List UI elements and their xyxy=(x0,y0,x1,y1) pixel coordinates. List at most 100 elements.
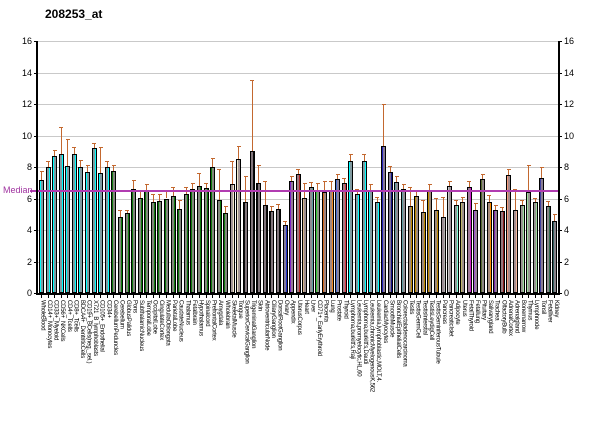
x-tickmark xyxy=(113,295,115,298)
error-bar-cap xyxy=(408,186,413,188)
y-axis-right-spine xyxy=(558,41,560,295)
x-axis-label: OlfactoryBulb xyxy=(500,300,507,334)
x-axis-label: CD14+_Monocytes xyxy=(46,300,53,349)
x-axis-label: Pons xyxy=(131,300,138,313)
bar-error-stripe xyxy=(422,212,425,292)
y-axis-label-right: 4 xyxy=(564,225,570,235)
bar-error-stripe xyxy=(126,214,129,292)
x-axis-label: CD8+_Tcells xyxy=(72,300,79,332)
x-tickmark xyxy=(245,295,247,298)
error-bar-stem xyxy=(291,176,293,182)
error-bar-cap xyxy=(111,164,116,166)
x-tickmark xyxy=(468,295,470,298)
bar-error-stripe xyxy=(435,210,438,292)
error-bar-cap xyxy=(539,167,544,168)
error-bar-cap xyxy=(190,182,195,184)
error-bar-cap xyxy=(171,187,176,189)
y-tickmark-right xyxy=(558,104,562,105)
error-bar-stem xyxy=(146,184,148,192)
gridline xyxy=(38,104,558,105)
bar-error-stripe xyxy=(251,152,254,292)
x-tickmark xyxy=(179,295,181,298)
x-tickmark xyxy=(528,295,530,298)
x-axis-label: SmoothMuscle xyxy=(388,300,395,338)
error-bar-cap xyxy=(309,181,314,183)
error-bar-stem xyxy=(238,145,240,160)
error-bar-stem xyxy=(205,182,207,189)
error-bar-cap xyxy=(118,210,123,212)
bar-error-stripe xyxy=(349,162,352,292)
bar-error-stripe xyxy=(494,210,497,292)
x-axis-label: BronchialEpithelialCells xyxy=(394,300,401,358)
x-axis-label: CaudateNucleus xyxy=(177,300,184,342)
error-bar-cap xyxy=(375,196,380,198)
error-bar-stem xyxy=(113,164,115,171)
error-bar-stem xyxy=(277,204,279,209)
error-bar-cap xyxy=(493,204,498,206)
error-bar-stem xyxy=(87,164,89,172)
bar-error-stripe xyxy=(527,193,530,292)
error-bar-cap xyxy=(105,160,110,162)
error-bar-stem xyxy=(119,210,121,217)
error-bar-stem xyxy=(422,200,424,212)
x-axis-label: CD33+_Myeloid xyxy=(52,300,59,341)
error-bar-cap xyxy=(506,168,511,170)
x-tickmark xyxy=(501,295,503,298)
x-tickmark xyxy=(47,295,49,298)
x-axis-label: CD4+_Tcells xyxy=(65,300,72,332)
error-bar-stem xyxy=(343,178,345,183)
error-bar-cap xyxy=(217,169,222,171)
x-tickmark xyxy=(258,295,260,298)
bar-error-stripe xyxy=(257,183,260,292)
error-bar-stem xyxy=(192,182,194,190)
x-tickmark xyxy=(80,295,82,298)
x-tickmark xyxy=(271,295,273,298)
error-bar-stem xyxy=(383,104,385,146)
x-axis-label: Liver xyxy=(309,300,316,313)
x-tickmark xyxy=(317,295,319,298)
x-axis-label: Thymus xyxy=(526,300,533,321)
x-tickmark xyxy=(475,295,477,298)
y-tickmark-right xyxy=(558,198,562,200)
x-tickmark xyxy=(554,295,556,298)
x-axis-label: Leukemia,lymphoblastic,MOLT,4. xyxy=(375,300,382,382)
x-tickmark xyxy=(251,295,253,298)
bar-error-stripe xyxy=(60,154,63,292)
x-axis-label: Cerebellum xyxy=(118,300,125,329)
x-axis-label: DorsalRootGanglion xyxy=(276,300,283,351)
error-bar-cap xyxy=(447,181,452,183)
error-bar-cap xyxy=(513,189,518,191)
bar-error-stripe xyxy=(198,186,201,292)
x-axis-label: AtrioventricularNode xyxy=(263,300,270,351)
bar-error-stripe xyxy=(270,212,273,292)
x-tickmark xyxy=(409,295,411,298)
bar-error-stripe xyxy=(501,212,504,292)
y-axis-label-left: 14 xyxy=(21,67,32,78)
x-axis-label: Lymphoma,burkitt's,Raji xyxy=(348,300,355,360)
error-bar-cap xyxy=(283,221,288,223)
bar-error-stripe xyxy=(79,168,82,292)
x-axis-label: Hypothalamus xyxy=(197,300,204,336)
error-bar-cap xyxy=(362,154,367,156)
x-axis-label: TestisLeydigCell xyxy=(427,300,434,341)
bar-error-stripe xyxy=(468,187,471,292)
error-bar-cap xyxy=(92,143,97,145)
error-bar-cap xyxy=(355,189,360,191)
bar-error-stripe xyxy=(428,190,431,292)
x-axis-label: Amygdala xyxy=(217,300,224,326)
bar-error-stripe xyxy=(534,203,537,292)
error-bar-cap xyxy=(552,214,557,216)
error-bar-cap xyxy=(125,209,130,211)
error-bar-cap xyxy=(480,174,485,176)
error-bar-stem xyxy=(317,182,319,190)
bar-error-stripe xyxy=(211,168,214,292)
error-bar-stem xyxy=(442,196,444,217)
x-axis-label: CiliaryGanglion xyxy=(269,300,276,338)
bar-error-stripe xyxy=(244,203,247,292)
error-bar-stem xyxy=(337,174,339,179)
error-bar-stem xyxy=(251,79,253,152)
error-bar-stem xyxy=(198,173,200,186)
x-axis-label: Bonemarrow xyxy=(520,300,526,333)
bar-error-stripe xyxy=(369,190,372,292)
x-axis-label: Colorectaladenocarcinoma xyxy=(401,300,408,367)
